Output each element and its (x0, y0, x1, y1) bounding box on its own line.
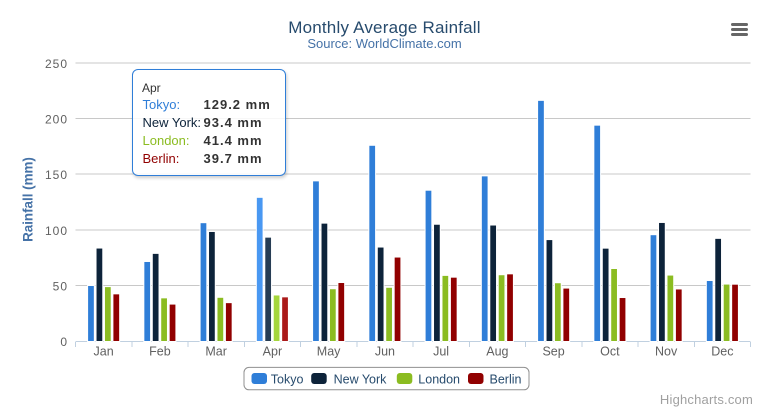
svg-text:200: 200 (45, 113, 68, 127)
svg-text:50: 50 (53, 279, 68, 293)
svg-text:Tokyo: Tokyo (271, 373, 304, 387)
svg-text:Apr: Apr (263, 345, 282, 359)
svg-text:May: May (317, 345, 341, 359)
svg-text:Oct: Oct (600, 345, 620, 359)
svg-text:100: 100 (45, 224, 68, 238)
svg-text:New York: New York (334, 373, 388, 387)
svg-text:250: 250 (45, 57, 68, 71)
svg-text:Mar: Mar (205, 345, 227, 359)
svg-text:London: London (418, 373, 460, 387)
svg-text:Dec: Dec (711, 345, 733, 359)
svg-text:Berlin: Berlin (490, 373, 522, 387)
svg-text:150: 150 (45, 168, 68, 182)
svg-text:Sep: Sep (542, 345, 564, 359)
svg-text:0: 0 (60, 335, 68, 349)
svg-text:Jul: Jul (433, 345, 449, 359)
svg-text:Nov: Nov (655, 345, 678, 359)
svg-text:Jun: Jun (375, 345, 395, 359)
svg-text:Jan: Jan (94, 345, 114, 359)
svg-text:Feb: Feb (149, 345, 171, 359)
svg-text:Aug: Aug (486, 345, 508, 359)
